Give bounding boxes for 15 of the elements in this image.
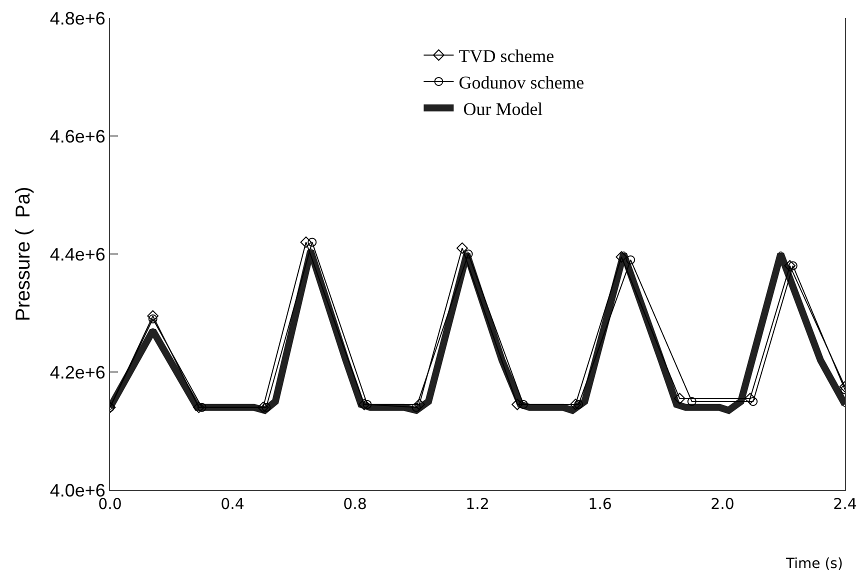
legend-label: TVD scheme <box>458 46 554 66</box>
y-tick-label: 4.2e+6 <box>50 362 106 382</box>
legend-label: Our Model <box>458 98 543 119</box>
x-tick-label: 0.8 <box>343 495 367 513</box>
y-tick-label: 4.8e+6 <box>50 8 106 28</box>
y-axis-title: Pressure ( Pa) <box>12 186 34 322</box>
y-tick-label: 4.4e+6 <box>50 244 106 264</box>
legend-label: Godunov scheme <box>458 72 584 92</box>
x-tick-label: 1.6 <box>588 495 612 513</box>
x-axis-title: Time (s) <box>785 556 843 572</box>
y-tick-label: 4.6e+6 <box>50 126 106 146</box>
x-tick-label: 0.4 <box>220 495 244 513</box>
x-tick-label: 2.4 <box>833 495 857 513</box>
x-tick-label: 1.2 <box>466 495 490 513</box>
x-tick-label: 2.0 <box>710 495 734 513</box>
